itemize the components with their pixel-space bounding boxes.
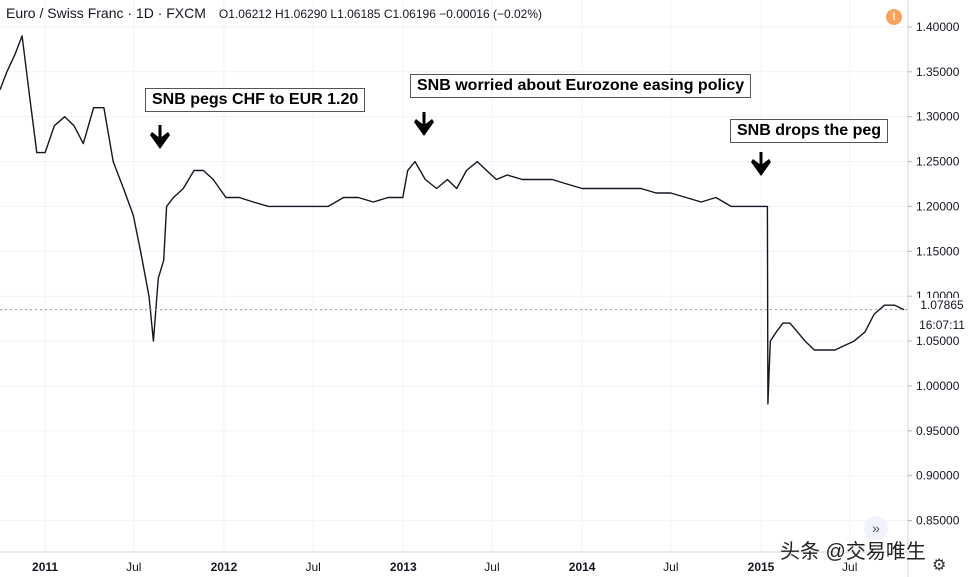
gear-icon[interactable]: ⚙ (932, 557, 947, 574)
time-tick-label: Jul (305, 560, 320, 574)
close-value: 1.06196 (392, 7, 436, 21)
scroll-to-realtime-icon[interactable]: » (864, 516, 888, 540)
annotation-drop-peg: SNB drops the peg (730, 119, 889, 143)
price-tick-label: 1.25000 (916, 155, 960, 169)
symbol-title[interactable]: Euro / Swiss Franc · 1D · FXCM (6, 5, 206, 21)
countdown-clock: 16:07:11 (909, 318, 975, 332)
down-arrow-icon (751, 152, 771, 176)
price-series (0, 35, 908, 405)
price-line (0, 35, 905, 405)
ohlc-values: O1.06212 H1.06290 L1.06185 C1.06196 −0.0… (219, 7, 542, 21)
time-tick-label: 2015 (748, 560, 775, 574)
price-tick-label: 1.40000 (916, 20, 960, 34)
annotation-easing: SNB worried about Eurozone easing policy (410, 74, 752, 98)
price-tick-label: 1.30000 (916, 110, 960, 124)
price-tick-label: 1.00000 (916, 379, 960, 393)
price-tick-label: 0.90000 (916, 469, 960, 483)
price-tick-label: 0.95000 (916, 424, 960, 438)
low-label: L (330, 7, 338, 21)
time-tick-label: Jul (842, 560, 857, 574)
time-tick-label: Jul (484, 560, 499, 574)
low-value: 1.06185 (337, 7, 381, 21)
time-tick-label: 2012 (211, 560, 238, 574)
time-axis[interactable]: 2011 Jul 2012 Jul 2013 Jul 2014 Jul 2015 Jul (0, 551, 908, 574)
time-tick-label: Jul (126, 560, 141, 574)
high-value: 1.06290 (283, 7, 328, 21)
annotation-peg: SNB pegs CHF to EUR 1.20 (145, 88, 366, 112)
close-label: C (383, 7, 393, 21)
high-label: H (275, 7, 284, 21)
change-value: −0.00016 (−0.02%) (439, 7, 542, 21)
open-value: 1.06212 (228, 7, 272, 21)
price-tick-label: 1.35000 (916, 65, 960, 79)
down-arrow-icon (414, 112, 434, 136)
time-tick-label: Jul (663, 560, 678, 574)
last-price-label: 1.07865 (909, 298, 975, 312)
time-tick-label: 2013 (390, 560, 417, 574)
time-tick-label: 2014 (569, 560, 596, 574)
price-tick-label: 1.05000 (916, 334, 960, 348)
price-axis[interactable]: 0.850000.900000.950001.000001.050001.100… (907, 0, 960, 577)
chart-grid (0, 0, 908, 552)
time-tick-label: 2011 (32, 560, 58, 574)
watermark: 头条 @交易唯生 (780, 541, 926, 563)
chart-legend: Euro / Swiss Franc · 1D · FXCM O1.06212 … (6, 5, 542, 21)
warning-icon[interactable]: ! (886, 9, 902, 25)
open-label: O (218, 7, 229, 21)
annotation-arrows (150, 112, 771, 176)
down-arrow-icon (150, 125, 170, 149)
price-tick-label: 0.85000 (916, 514, 960, 528)
price-tick-label: 1.20000 (916, 199, 960, 213)
price-tick-label: 1.15000 (916, 244, 960, 258)
